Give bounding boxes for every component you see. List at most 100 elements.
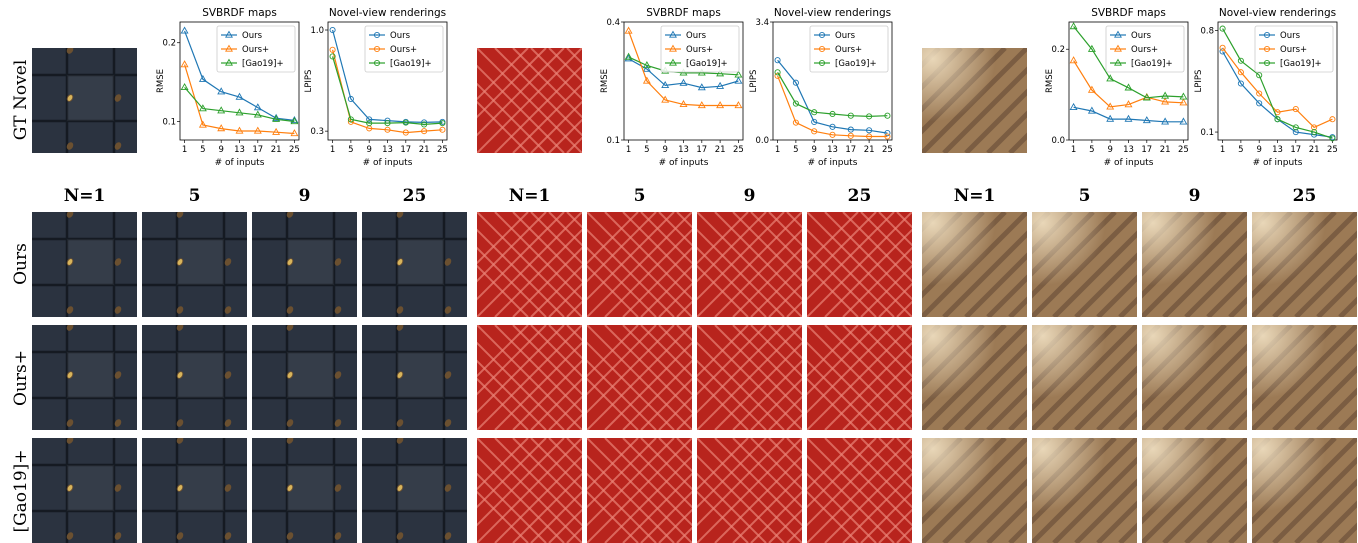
- quilt-line: [860, 438, 912, 491]
- result-image: [1032, 325, 1137, 430]
- quilt-line: [640, 438, 692, 491]
- y-tick-label: 0.4: [606, 18, 620, 28]
- quilt-line: [697, 212, 785, 301]
- legend-marker: [373, 45, 381, 53]
- data-point: [1161, 91, 1170, 99]
- result-image: [477, 438, 582, 543]
- light-glare: [1252, 212, 1357, 317]
- y-tick-label: 0.0: [1051, 136, 1065, 146]
- data-point: [1179, 92, 1188, 100]
- quilt-line: [807, 212, 912, 317]
- series-line: [184, 87, 295, 123]
- y-tick-label: 0.0: [755, 136, 769, 146]
- result-image: [697, 212, 802, 317]
- series-line: [628, 56, 739, 76]
- quilt-line: [750, 490, 802, 543]
- x-tick-label: 9: [218, 145, 223, 155]
- texture-image: [1032, 325, 1137, 430]
- column-label: 25: [1292, 186, 1317, 206]
- light-glare: [1032, 438, 1137, 543]
- x-tick-label: 17: [252, 145, 263, 155]
- chart-2: SVBRDF maps 1 5 9 13 17 21 25 0.1 0.4 # of inputs R…: [600, 7, 744, 168]
- specular-highlight: [177, 259, 183, 265]
- y-tick-label: 1.0: [310, 26, 324, 36]
- legend-marker: [669, 30, 677, 38]
- data-point: [198, 120, 207, 128]
- legend-marker: [225, 44, 233, 52]
- data-point: [811, 128, 818, 135]
- x-tick-label: 1: [626, 145, 631, 155]
- light-glare: [922, 438, 1027, 543]
- texture-image: [1142, 438, 1247, 543]
- x-tick-label: 13: [382, 145, 393, 155]
- light-glare: [1252, 438, 1357, 543]
- quilt-line: [587, 377, 639, 430]
- quilt-line: [477, 264, 529, 317]
- quilt-line: [548, 118, 582, 153]
- row-label-ours-plus: Ours+: [11, 350, 31, 406]
- light-glare: [1142, 325, 1247, 430]
- quilt-line: [587, 438, 692, 543]
- data-point: [366, 120, 373, 127]
- texture-image: [142, 212, 247, 317]
- quilt-line: [807, 438, 859, 491]
- rivet: [66, 142, 74, 150]
- texture-image: [477, 325, 582, 430]
- data-point: [1292, 106, 1299, 113]
- rivet: [114, 258, 122, 266]
- texture-image: [807, 325, 912, 430]
- quilt-line: [697, 490, 749, 543]
- legend-label: [Gao19]+: [686, 59, 728, 69]
- data-point: [774, 57, 781, 64]
- data-point: [329, 53, 336, 60]
- texture-image: [1032, 438, 1137, 543]
- quilt-line: [477, 212, 529, 265]
- result-image: [362, 325, 467, 430]
- data-point: [642, 76, 651, 84]
- quilt-line: [477, 48, 565, 137]
- quilt-line: [530, 264, 582, 317]
- data-point: [716, 101, 725, 109]
- data-point: [180, 60, 189, 68]
- quilt-line: [768, 508, 802, 543]
- data-point: [1237, 57, 1244, 64]
- texture-image: [477, 438, 582, 543]
- legend-label: [Gao19]+: [242, 59, 284, 69]
- specular-highlight: [67, 485, 73, 491]
- x-tick-label: 5: [348, 145, 353, 155]
- data-point: [829, 131, 836, 138]
- result-image: [477, 325, 582, 430]
- data-point: [253, 110, 262, 118]
- x-tick-label: 13: [234, 145, 245, 155]
- data-point: [1179, 98, 1188, 106]
- texture-image: [1252, 438, 1357, 543]
- quilt-line: [697, 438, 802, 543]
- quilt-line: [878, 395, 912, 430]
- quilt-line: [640, 377, 692, 430]
- legend-label: Ours+: [1131, 45, 1158, 55]
- quilt-line: [658, 395, 692, 430]
- quilt-line: [807, 377, 859, 430]
- quilt-line: [587, 264, 639, 317]
- data-point: [847, 132, 854, 139]
- quilt-line: [714, 228, 802, 317]
- rivet: [114, 484, 122, 492]
- data-point: [329, 26, 336, 34]
- rivet: [114, 94, 122, 102]
- x-tick-label: 13: [1123, 145, 1134, 155]
- legend-label: Ours: [835, 31, 856, 41]
- quilt-line: [714, 341, 802, 430]
- data-point: [290, 117, 299, 125]
- quilt-line: [640, 264, 692, 317]
- x-tick-label: 9: [1107, 145, 1112, 155]
- rivet: [66, 48, 74, 54]
- series-line: [332, 56, 443, 126]
- data-point: [235, 92, 244, 100]
- x-axis-label: # of inputs: [1104, 158, 1154, 168]
- data-point: [716, 81, 725, 89]
- rivet: [66, 325, 74, 331]
- data-point: [1124, 114, 1133, 122]
- rivet: [224, 484, 232, 492]
- rivet: [66, 212, 74, 218]
- rivet: [334, 258, 342, 266]
